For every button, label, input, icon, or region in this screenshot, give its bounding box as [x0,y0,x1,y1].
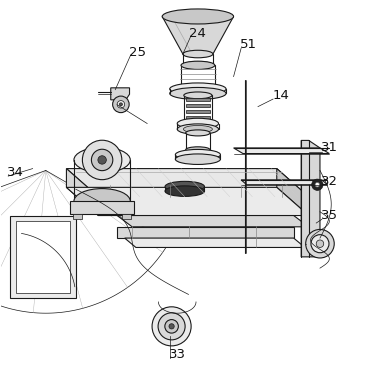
Polygon shape [186,116,210,119]
Ellipse shape [74,189,130,214]
Ellipse shape [162,9,234,24]
Text: 24: 24 [190,27,206,40]
Circle shape [306,229,334,258]
Ellipse shape [184,125,212,133]
Circle shape [113,96,129,113]
Ellipse shape [186,130,210,136]
Polygon shape [122,214,131,219]
Polygon shape [186,98,210,101]
Ellipse shape [175,149,221,160]
Ellipse shape [165,181,204,192]
Circle shape [158,313,185,340]
Circle shape [91,149,113,171]
Polygon shape [111,88,130,100]
Circle shape [165,320,178,333]
Ellipse shape [181,61,215,69]
Circle shape [83,140,122,179]
Ellipse shape [183,50,213,58]
Ellipse shape [74,147,130,173]
Circle shape [152,307,191,346]
Text: 31: 31 [321,141,338,154]
Polygon shape [186,103,210,107]
Polygon shape [16,221,70,293]
Circle shape [117,101,125,108]
Ellipse shape [170,88,226,100]
Text: 25: 25 [129,46,146,59]
Circle shape [98,156,106,164]
Polygon shape [66,169,309,197]
Polygon shape [277,169,309,215]
Ellipse shape [183,61,213,69]
Circle shape [311,235,329,253]
Text: 33: 33 [169,348,186,361]
Polygon shape [117,215,309,227]
Polygon shape [186,110,210,113]
Polygon shape [125,238,305,247]
Text: 35: 35 [321,209,338,222]
Polygon shape [241,180,328,185]
Text: 14: 14 [272,89,289,102]
Circle shape [120,103,123,106]
Ellipse shape [170,83,226,95]
Polygon shape [70,201,134,214]
Polygon shape [301,141,320,257]
Polygon shape [10,215,76,298]
Ellipse shape [165,186,204,196]
Polygon shape [162,17,234,54]
Ellipse shape [181,89,215,98]
Circle shape [315,183,320,187]
Text: 34: 34 [7,166,24,179]
Ellipse shape [177,124,219,134]
Circle shape [316,240,324,247]
Polygon shape [66,169,98,215]
Ellipse shape [184,92,212,99]
Polygon shape [66,187,309,215]
Text: 32: 32 [321,175,338,188]
Polygon shape [73,214,82,219]
Ellipse shape [186,147,210,153]
Polygon shape [117,227,294,238]
Polygon shape [234,148,329,154]
Ellipse shape [177,118,219,129]
Ellipse shape [175,154,221,164]
Circle shape [312,179,323,190]
Circle shape [169,324,174,329]
Text: 51: 51 [240,38,257,51]
Ellipse shape [184,118,212,125]
